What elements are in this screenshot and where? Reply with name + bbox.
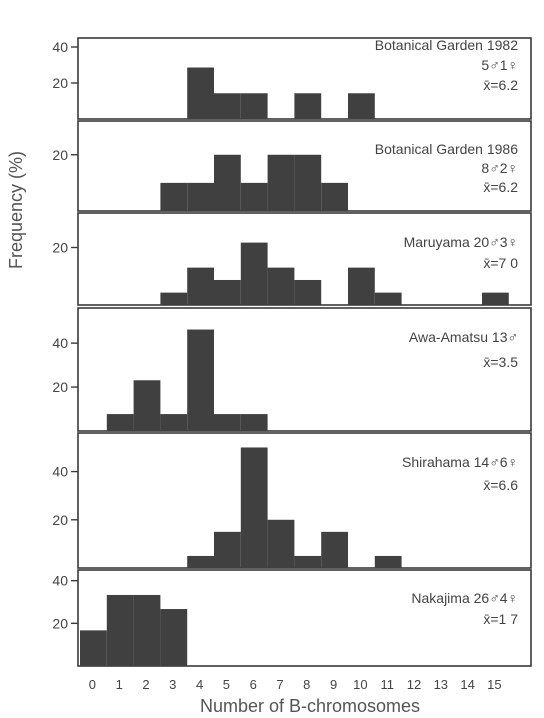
y-tick-label: 20 [52,240,68,256]
x-axis-tick-labels: 0 1 2 3 4 5 6 7 8 9 10 11 12 13 14 15 [89,677,502,692]
y-tick-label: 20 [52,379,68,395]
x-tick-label: 10 [353,677,367,692]
bar-5 [214,531,241,568]
bar-6 [240,447,268,568]
bar-11 [374,555,402,568]
y-tick-label: 20 [52,147,68,163]
x-tick-label: 13 [434,677,448,692]
panel-title: Shirahama 14♂6♀ [402,454,518,470]
y-tick-label: 20 [52,512,68,528]
panel-title: Botanical Garden 1986 [375,141,518,157]
bar-6 [240,93,268,119]
panel-stat: x̄=7 0 [483,255,518,271]
bar-0 [80,630,107,666]
y-tick-label: 20 [52,75,68,91]
x-tick-label: 15 [487,677,501,692]
x-tick-label: 8 [303,677,310,692]
bar-6 [240,414,268,431]
panel-6: 20 40 Nakajima 26♂4♀ x̄=1 7 [52,569,532,667]
panel-stat: x̄=1 7 [483,611,518,627]
bar-7 [267,519,295,568]
panel-frame [77,307,532,432]
bar-1 [106,594,134,666]
bar-4 [187,67,214,119]
y-tick-label: 40 [52,335,68,351]
x-tick-label: 5 [223,677,230,692]
panel-3: 20 Maruyama 20♂3♀ x̄=7 0 [52,212,532,306]
x-tick-label: 3 [169,677,176,692]
x-tick-label: 9 [330,677,337,692]
x-tick-label: 0 [89,677,96,692]
panel-title: Botanical Garden 1982 [375,37,518,53]
panel-stat: x̄=6.2 [483,77,518,93]
bar-6 [240,182,268,211]
bar-4 [187,182,214,211]
bar-10 [348,93,375,119]
y-tick-label: 40 [52,39,68,55]
bar-4 [187,329,214,431]
bar-3 [160,414,188,431]
bar-2 [133,594,161,666]
panel-stat: x̄=3.5 [483,354,518,370]
bar-8 [294,154,322,211]
bar-15 [482,292,509,305]
bar-8 [294,93,322,119]
panel-title: Nakajima 26♂4♀ [411,590,518,606]
panel-stat: 8♂2♀ [481,160,518,176]
bar-5 [214,279,241,305]
x-tick-label: 1 [116,677,123,692]
panel-2: 20 Botanical Garden 1986 8♂2♀ x̄=6.2 [52,120,532,212]
bar-3 [160,182,188,211]
bar-6 [240,242,268,305]
panel-stat: 5♂1♀ [481,57,518,73]
x-tick-label: 7 [276,677,283,692]
panel-1: 20 40 Botanical Garden 1982 5♂1♀ x̄=6.2 [52,37,532,120]
bar-4 [187,267,214,305]
x-tick-label: 12 [407,677,421,692]
bar-8 [294,555,322,568]
panel-title: Maruyama 20♂3♀ [404,234,518,250]
panel-4: 20 40 Awa-Amatsu 13♂ x̄=3.5 [52,307,532,432]
bar-2 [133,380,161,431]
x-tick-label: 2 [142,677,149,692]
y-tick-label: 40 [52,464,68,480]
x-tick-label: 14 [460,677,474,692]
bar-4 [187,555,214,568]
bar-10 [348,267,375,305]
bar-5 [214,414,241,431]
bar-9 [321,531,348,568]
x-axis-title: Number of B-chromosomes [200,696,420,716]
y-tick-label: 20 [52,615,68,631]
bar-8 [294,279,322,305]
panel-stat: x̄=6.2 [483,179,518,195]
bar-7 [267,267,295,305]
bar-5 [214,154,241,211]
bar-5 [214,93,241,119]
x-tick-label: 11 [380,677,394,692]
bar-11 [374,292,402,305]
histogram-panels: 20 40 Botanical Garden 1982 5♂1♀ x̄=6.2 20 Bot… [52,37,532,667]
bar-3 [160,609,188,666]
panel-stat: x̄=6.6 [483,477,518,493]
bar-7 [267,154,295,211]
panel-frame [77,569,532,667]
bar-9 [321,182,348,211]
x-tick-label: 6 [250,677,257,692]
panel-title: Awa-Amatsu 13♂ [409,329,518,345]
panel-5: 20 40 Shirahama 14♂6♀ x̄=6.6 [52,432,532,569]
x-tick-label: 4 [196,677,203,692]
y-tick-label: 40 [52,573,68,589]
bar-1 [106,414,134,431]
y-axis-title: Frequency (%) [6,151,26,269]
bar-3 [160,292,188,305]
